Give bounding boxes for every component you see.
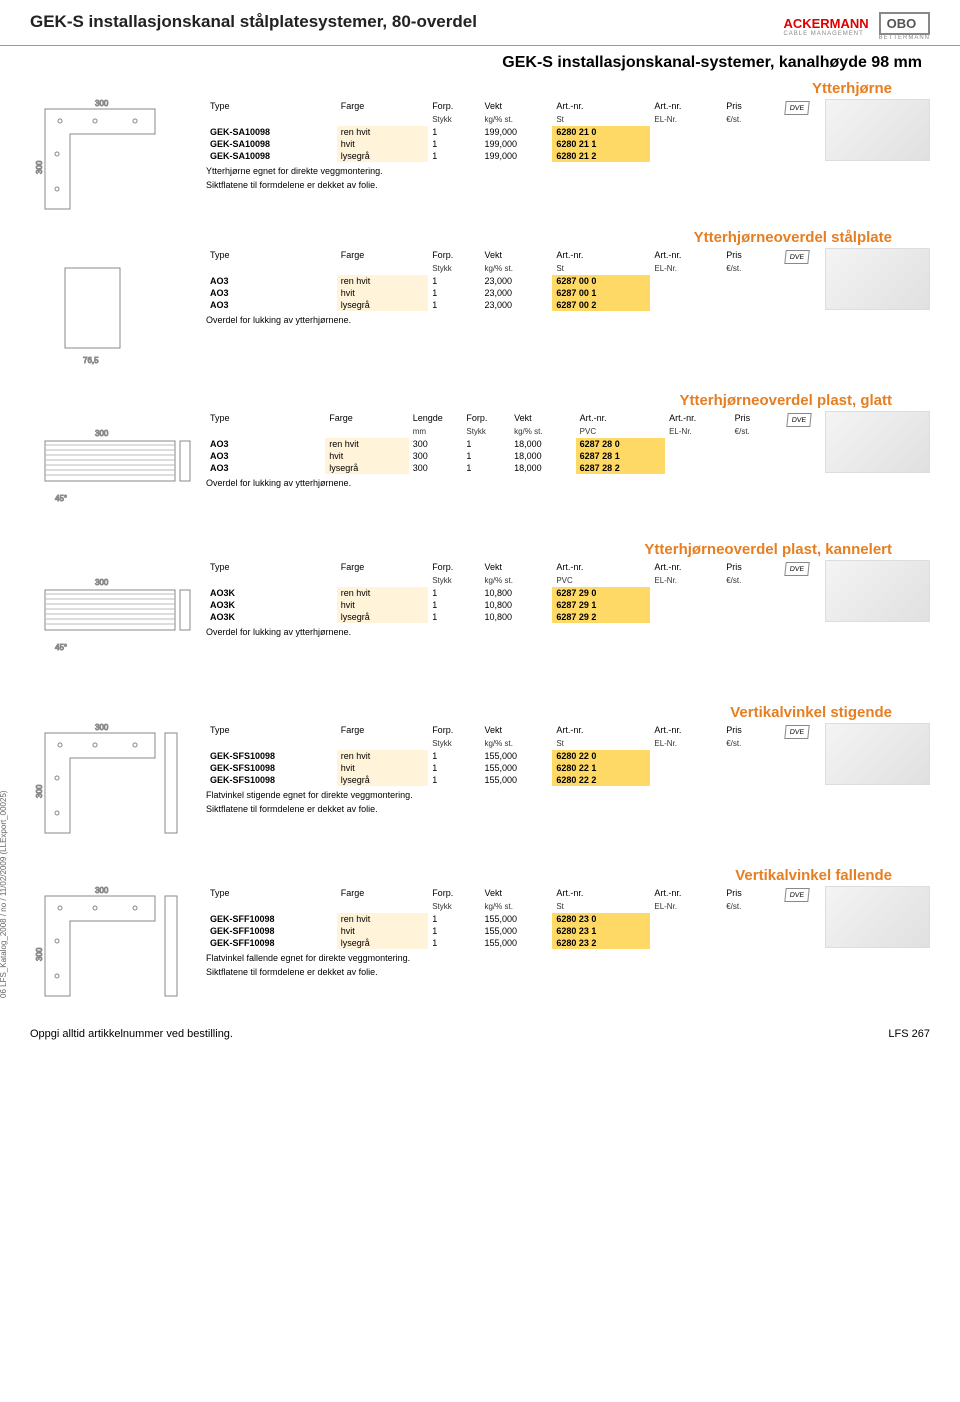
table-row: GEK-SFF10098hvit1155,0006280 23 1: [206, 925, 819, 937]
product-table: TypeFargeForp.VektArt.-nr.Art.-nr.PrisDV…: [206, 248, 819, 311]
vde-icon: DVE: [784, 562, 809, 576]
product-note: Flatvinkel fallende egnet for direkte ve…: [206, 949, 819, 965]
product-table: TypeFargeLengdeForp.VektArt.-nr.Art.-nr.…: [206, 411, 819, 474]
vde-icon: DVE: [784, 725, 809, 739]
technical-diagram: 300 45°: [30, 411, 200, 531]
vde-icon: DVE: [784, 250, 809, 264]
product-note: Siktflatene til formdelene er dekket av …: [206, 178, 819, 198]
table-row: GEK-SA10098hvit1199,0006280 21 1: [206, 138, 819, 150]
svg-text:45°: 45°: [55, 494, 67, 503]
product-note: Flatvinkel stigende egnet for direkte ve…: [206, 786, 819, 802]
table-row: GEK-SFS10098hvit1155,0006280 22 1: [206, 762, 819, 774]
svg-text:300: 300: [95, 99, 109, 108]
table-row: AO3ren hvit123,0006287 00 0: [206, 275, 819, 287]
footer-left: Oppgi alltid artikkelnummer ved bestilli…: [30, 1028, 233, 1040]
table-row: GEK-SFF10098lysegrå1155,0006280 23 2: [206, 937, 819, 949]
product-note: Overdel for lukking av ytterhjørnene.: [206, 474, 819, 490]
svg-text:300: 300: [95, 578, 109, 587]
svg-text:300: 300: [95, 886, 109, 895]
table-row: AO3hvit300118,0006287 28 1: [206, 450, 819, 462]
svg-text:45°: 45°: [55, 643, 67, 652]
technical-diagram: 300 300: [30, 886, 200, 1006]
table-row: GEK-SFS10098lysegrå1155,0006280 22 2: [206, 774, 819, 786]
product-note: Ytterhjørne egnet for direkte veggmonter…: [206, 162, 819, 178]
product-note: Overdel for lukking av ytterhjørnene.: [206, 311, 819, 327]
table-row: AO3Khvit110,8006287 29 1: [206, 599, 819, 611]
section-heading: Ytterhjørneoverdel plast, kannelert: [30, 535, 930, 560]
section-heading: Vertikalvinkel fallende: [30, 861, 930, 886]
sidebar-meta: 06 LFS_Katalog_2008 / no / 11/02/2009 (L…: [0, 790, 8, 998]
logo-ackermann-sub: CABLE MANAGEMENT: [783, 31, 868, 37]
product-photo: [825, 723, 930, 785]
product-table: TypeFargeForp.VektArt.-nr.Art.-nr.PrisDV…: [206, 560, 819, 623]
table-row: GEK-SA10098lysegrå1199,0006280 21 2: [206, 150, 819, 162]
page-title: GEK-S installasjonskanal stålplatesystem…: [30, 12, 477, 32]
section-heading: Ytterhjørne: [30, 74, 930, 99]
brand-logos: ACKERMANN CABLE MANAGEMENT OBO BETTERMAN…: [783, 12, 930, 41]
technical-diagram: 76,5: [30, 248, 200, 368]
svg-text:300: 300: [95, 723, 109, 732]
technical-diagram: 300 45°: [30, 560, 200, 680]
svg-text:300: 300: [95, 429, 109, 438]
vde-icon: DVE: [784, 888, 809, 902]
vde-icon: DVE: [786, 413, 811, 427]
table-row: AO3lysegrå300118,0006287 28 2: [206, 462, 819, 474]
product-photo: [825, 886, 930, 948]
section-heading: Vertikalvinkel stigende: [30, 698, 930, 723]
table-row: AO3Kren hvit110,8006287 29 0: [206, 587, 819, 599]
page-footer: Oppgi alltid artikkelnummer ved bestilli…: [0, 1010, 960, 1058]
page-header: GEK-S installasjonskanal stålplatesystem…: [0, 0, 960, 46]
product-table: TypeFargeForp.VektArt.-nr.Art.-nr.PrisDV…: [206, 99, 819, 162]
section-heading: Ytterhjørneoverdel plast, glatt: [30, 386, 930, 411]
product-note: Overdel for lukking av ytterhjørnene.: [206, 623, 819, 639]
table-row: GEK-SA10098ren hvit1199,0006280 21 0: [206, 126, 819, 138]
table-row: AO3lysegrå123,0006287 00 2: [206, 299, 819, 311]
product-photo: [825, 560, 930, 622]
svg-text:76,5: 76,5: [83, 356, 99, 365]
svg-text:300: 300: [35, 947, 44, 961]
logo-obo-sub: BETTERMANN: [879, 35, 930, 41]
table-row: AO3ren hvit300118,0006287 28 0: [206, 438, 819, 450]
product-photo: [825, 248, 930, 310]
product-table: TypeFargeForp.VektArt.-nr.Art.-nr.PrisDV…: [206, 723, 819, 786]
svg-text:300: 300: [35, 784, 44, 798]
table-row: GEK-SFS10098ren hvit1155,0006280 22 0: [206, 750, 819, 762]
system-title: GEK-S installasjonskanal-systemer, kanal…: [0, 46, 960, 74]
table-row: GEK-SFF10098ren hvit1155,0006280 23 0: [206, 913, 819, 925]
table-row: AO3hvit123,0006287 00 1: [206, 287, 819, 299]
section-heading: Ytterhjørneoverdel stålplate: [30, 223, 930, 248]
product-photo: [825, 99, 930, 161]
product-table: TypeFargeForp.VektArt.-nr.Art.-nr.PrisDV…: [206, 886, 819, 949]
logo-ackermann: ACKERMANN: [783, 16, 868, 31]
table-row: AO3Klysegrå110,8006287 29 2: [206, 611, 819, 623]
product-note: Siktflatene til formdelene er dekket av …: [206, 965, 819, 985]
technical-diagram: 300 300: [30, 99, 200, 219]
logo-obo: OBO: [879, 12, 930, 35]
technical-diagram: 300 300: [30, 723, 200, 843]
product-photo: [825, 411, 930, 473]
svg-text:300: 300: [35, 160, 44, 174]
footer-right: LFS 267: [888, 1028, 930, 1040]
product-note: Siktflatene til formdelene er dekket av …: [206, 802, 819, 822]
vde-icon: DVE: [784, 101, 809, 115]
